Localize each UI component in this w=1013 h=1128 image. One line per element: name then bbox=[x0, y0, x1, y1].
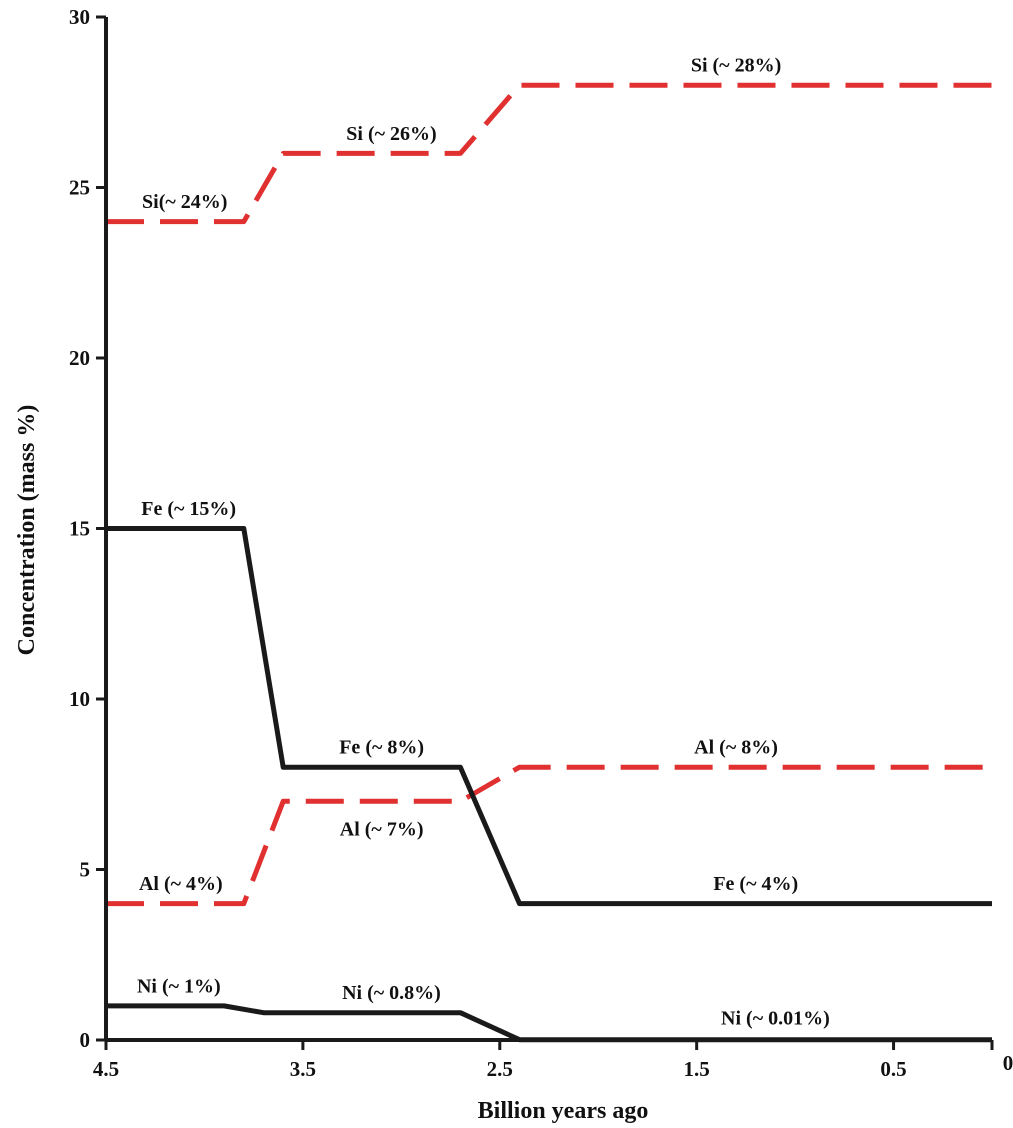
ni-series-label: Ni (~ 0.01%) bbox=[721, 1008, 830, 1030]
si-series-line bbox=[106, 82, 992, 225]
al-series-label: Al (~ 4%) bbox=[139, 873, 223, 895]
x-tick-label: 2.5 bbox=[487, 1057, 513, 1081]
y-tick-label: 10 bbox=[69, 687, 90, 711]
al-series-line bbox=[106, 764, 992, 907]
y-tick-label: 20 bbox=[69, 346, 90, 370]
si-series-label: Si(~ 24%) bbox=[142, 191, 227, 213]
y-tick-label: 0 bbox=[80, 1028, 91, 1052]
y-tick-label: 5 bbox=[80, 858, 91, 882]
si-series-label: Si (~ 28%) bbox=[691, 55, 781, 77]
ni-series-label: Ni (~ 1%) bbox=[137, 975, 221, 997]
ni-series-label: Ni (~ 0.8%) bbox=[342, 982, 441, 1004]
y-tick-label: 15 bbox=[69, 517, 90, 541]
series-labels-layer: Si(~ 24%) Si (~ 26%) Si (~ 28%) Al (~ 4%) Al… bbox=[137, 55, 830, 1030]
series-layer bbox=[105, 82, 993, 1043]
al-series-label: Al (~ 8%) bbox=[694, 737, 778, 759]
ticks-layer: 0 5 10 15 20 25 30 4.5 3.5 2.5 1.5 0.5 0 bbox=[69, 5, 1013, 1081]
fe-series-label: Fe (~ 4%) bbox=[713, 873, 798, 895]
x-tick-label: 4.5 bbox=[93, 1057, 119, 1081]
x-tick-label: 0 bbox=[1003, 1051, 1013, 1075]
fe-series-label: Fe (~ 15%) bbox=[141, 498, 236, 520]
x-tick-label: 0.5 bbox=[880, 1057, 906, 1081]
fe-series-line bbox=[106, 526, 992, 907]
x-tick-label: 3.5 bbox=[290, 1057, 316, 1081]
al-series-label: Al (~ 7%) bbox=[340, 818, 424, 840]
si-series-label: Si (~ 26%) bbox=[346, 123, 436, 145]
fe-series-label: Fe (~ 8%) bbox=[339, 737, 424, 759]
x-tick-label: 1.5 bbox=[684, 1057, 710, 1081]
ni-series-line bbox=[106, 1003, 992, 1043]
x-axis-title: Billion years ago bbox=[478, 1098, 649, 1124]
y-tick-label: 30 bbox=[69, 5, 90, 29]
y-tick-label: 25 bbox=[69, 176, 90, 200]
y-axis-title: Concentration (mass %) bbox=[14, 405, 40, 656]
